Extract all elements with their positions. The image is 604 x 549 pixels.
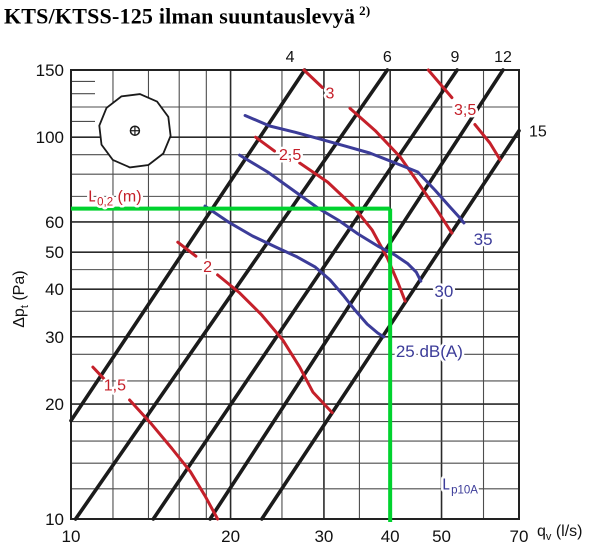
y-tick-label-10: 10 [45, 510, 64, 529]
throw-curve-2,5 [298, 161, 407, 303]
throw-curve-label-1,5: 1,5 [104, 377, 126, 394]
page-title-text: KTS/KTSS-125 ilman suuntauslevyä [4, 3, 356, 29]
x-axis-title: qv (l/s) [537, 523, 583, 543]
sound-curve-30 [238, 153, 423, 283]
position-line-12 [208, 68, 505, 521]
throw-curve-dash-2,5 [254, 135, 276, 153]
position-line-9 [151, 68, 459, 521]
sound-curve-35 [243, 114, 466, 225]
throw-curve-dash-1,5 [91, 365, 107, 382]
y-tick-label-30: 30 [45, 328, 64, 347]
y-tick-label-150: 150 [36, 61, 64, 80]
x-tick-label-70: 70 [510, 527, 529, 546]
position-line-label-15: 15 [529, 124, 547, 141]
throw-curve-label-3,5: 3,5 [454, 102, 476, 119]
position-line-label-9: 9 [450, 49, 459, 66]
y-tick-label-50: 50 [45, 243, 64, 262]
position-line-label-6: 6 [383, 49, 392, 66]
throw-curve-3 [348, 106, 454, 235]
x-tick-label-20: 20 [221, 527, 240, 546]
position-line-label-4: 4 [286, 49, 295, 66]
y-tick-label-40: 40 [45, 280, 64, 299]
throw-curve-1,5 [128, 398, 220, 521]
throw-curve-label-2,5: 2,5 [279, 147, 301, 164]
page-title: KTS/KTSS-125 ilman suuntauslevyä 2) [4, 3, 370, 29]
sound-curve-label-35: 35 [474, 230, 493, 249]
throw-curve-dash-3,5 [426, 68, 454, 100]
y-tick-label-60: 60 [45, 213, 64, 232]
throw-curve-2 [216, 273, 334, 415]
sound-curve-25 dB(A) [203, 204, 386, 339]
sound-curve-label-25 dB(A): 25 dB(A) [396, 342, 463, 361]
throw-curve-label-3: 3 [326, 86, 335, 103]
throw-scale-label: L0,2 (m) [88, 188, 141, 208]
y-tick-label-100: 100 [36, 128, 64, 147]
x-tick-label-10: 10 [62, 527, 81, 546]
position-line-label-12: 12 [494, 49, 512, 66]
x-tick-label-40: 40 [381, 527, 400, 546]
y-tick-label-20: 20 [45, 395, 64, 414]
sound-scale-label: Lp10A [442, 477, 478, 497]
x-axis-symbol: q [537, 523, 546, 540]
x-axis-unit: (l/s) [551, 523, 583, 540]
throw-curve-label-2: 2 [203, 259, 212, 276]
position-line-4 [69, 68, 307, 423]
throw-curve-dash-3 [302, 68, 324, 89]
throw-curve-dash-2 [176, 240, 198, 258]
plot-border [70, 69, 520, 520]
x-tick-label-50: 50 [432, 527, 451, 546]
throw-curve-3,5 [473, 123, 502, 162]
x-axis-subscript: v [545, 531, 552, 544]
sound-curve-label-30: 30 [434, 282, 453, 301]
footnote-marker: 2) [359, 3, 371, 18]
x-tick-label-30: 30 [314, 527, 333, 546]
